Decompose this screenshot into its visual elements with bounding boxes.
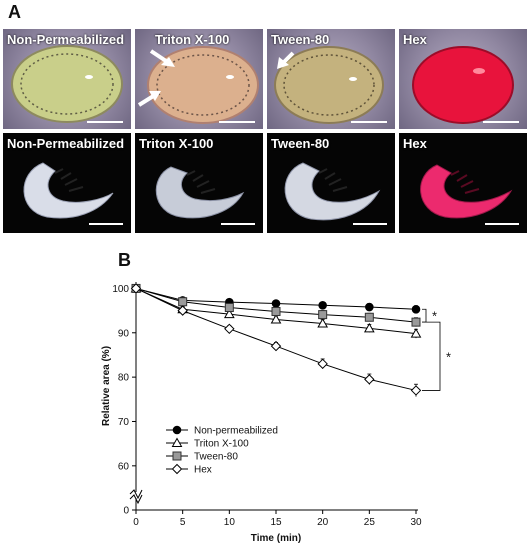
data-point [411, 317, 421, 327]
photo-label: Hex [403, 32, 427, 47]
y-axis-label: Relative area (%) [101, 346, 112, 426]
data-point [364, 312, 374, 322]
x-tick-label: 10 [224, 517, 236, 528]
x-tick-label: 30 [410, 517, 422, 528]
photo-grid: Non-Permeabilized Triton X-100 [3, 29, 527, 237]
photo-label: Tween-80 [271, 136, 330, 151]
legend-label: Hex [194, 465, 212, 476]
egg-photo-hex: Hex [399, 29, 527, 129]
larva-photo-tween: Tween-80 [267, 133, 395, 233]
panel-a-letter: A [8, 2, 21, 22]
data-point [410, 328, 422, 338]
scale-bar-icon [485, 223, 519, 225]
data-point [318, 310, 328, 320]
data-point [271, 299, 281, 308]
larva-image [155, 166, 255, 225]
x-tick-label: 15 [270, 517, 282, 528]
legend-label: Tween-80 [194, 452, 238, 463]
relative-area-chart: 0 60 70 80 90 100 0 5 10 15 20 25 30 Time (min) Relati… [101, 282, 451, 544]
data-point [224, 303, 234, 313]
data-point [317, 358, 328, 370]
scale-bar-icon [219, 121, 255, 123]
data-point [410, 385, 422, 396]
data-point [271, 306, 281, 316]
significance-label: * [446, 349, 451, 364]
egg-image [137, 46, 259, 124]
arrow-icon [277, 51, 295, 69]
arrow-icon [137, 91, 161, 107]
x-axis-label: Time (min) [251, 533, 301, 544]
y-tick-label: 80 [118, 373, 130, 384]
scale-bar-icon [353, 223, 387, 225]
significance-label: * [432, 309, 437, 324]
scale-bar-icon [483, 121, 519, 123]
x-tick-label: 20 [317, 517, 329, 528]
data-point [270, 340, 282, 352]
data-point [224, 323, 235, 334]
photo-label: Hex [403, 136, 427, 151]
egg-photo-tween: Tween-80 [267, 29, 395, 129]
significance-bracket [422, 308, 427, 323]
panel-b-letter: B [118, 250, 131, 270]
legend-label: Triton X-100 [194, 439, 249, 450]
larva-photo-non-permeabilized: Non-Permeabilized [3, 133, 131, 233]
data-point [363, 322, 375, 333]
egg-image [412, 46, 519, 124]
y-tick-label: 60 [118, 461, 130, 472]
larva-photo-hex: Hex [399, 133, 527, 233]
data-point [411, 304, 421, 314]
photo-label: Non-Permeabilized [7, 32, 125, 47]
data-point [318, 300, 327, 310]
data-point [365, 302, 374, 312]
y-tick-label: 70 [118, 417, 130, 428]
data-point [364, 374, 375, 385]
data-point [130, 283, 142, 294]
egg-image [274, 46, 387, 124]
data-point [270, 313, 282, 324]
scale-bar-icon [351, 121, 387, 123]
legend-marker [172, 425, 182, 435]
legend-marker [172, 451, 182, 461]
egg-image [11, 45, 123, 123]
y-tick-label: 100 [112, 284, 129, 295]
legend-marker [171, 437, 183, 447]
photo-label: Non-Permeabilized [7, 136, 125, 151]
data-point [177, 305, 188, 316]
x-tick-label: 0 [133, 517, 139, 528]
x-tick-label: 5 [180, 517, 186, 528]
arrow-icon [149, 49, 175, 67]
larva-image [284, 162, 387, 225]
photo-label: Tween-80 [271, 32, 330, 47]
data-point [223, 308, 235, 319]
scale-bar-icon [87, 121, 123, 123]
photo-label: Triton X-100 [155, 32, 230, 47]
y-tick-label: 90 [118, 328, 130, 339]
scale-bar-icon [221, 223, 255, 225]
data-point [178, 297, 188, 307]
legend-marker [171, 463, 183, 475]
larva-row: Non-Permeabilized Triton X-100 Tween-80 [3, 133, 527, 233]
larva-image [23, 162, 123, 225]
egg-photo-triton: Triton X-100 [135, 29, 263, 129]
larva-image [420, 164, 519, 225]
y-tick-label: 0 [123, 506, 129, 517]
axis-break-icon [129, 489, 143, 505]
photo-label: Triton X-100 [139, 136, 214, 151]
egg-photo-non-permeabilized: Non-Permeabilized [3, 29, 131, 129]
egg-row: Non-Permeabilized Triton X-100 [3, 29, 527, 129]
x-tick-label: 25 [364, 517, 376, 528]
larva-photo-triton: Triton X-100 [135, 133, 263, 233]
significance-bracket [422, 321, 441, 391]
legend-label: Non-permeabilized [194, 426, 278, 437]
data-point [317, 317, 329, 328]
scale-bar-icon [89, 223, 123, 225]
